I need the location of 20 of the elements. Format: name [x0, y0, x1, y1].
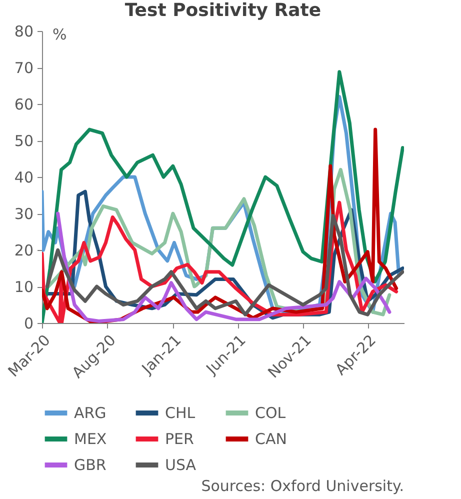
- legend-label: MEX: [74, 430, 107, 448]
- y-tick-label: 50: [14, 132, 34, 150]
- legend-label: COL: [255, 404, 286, 422]
- legend-label: PER: [165, 430, 194, 448]
- legend-label: ARG: [74, 404, 106, 422]
- chart-title: Test Positivity Rate: [124, 0, 322, 21]
- y-tick-label: 40: [14, 168, 34, 186]
- y-tick-label: 60: [14, 96, 34, 114]
- y-tick-label: 10: [14, 278, 34, 296]
- y-tick-label: 30: [14, 205, 34, 223]
- source-note: Sources: Oxford University.: [201, 477, 404, 495]
- y-axis-title: %: [52, 26, 67, 44]
- y-tick-label: 20: [14, 242, 34, 260]
- y-tick-label: 0: [24, 314, 34, 332]
- y-tick-label: 80: [14, 22, 34, 40]
- y-tick-label: 70: [14, 59, 34, 77]
- legend-label: GBR: [74, 456, 106, 474]
- legend-label: CHL: [165, 404, 196, 422]
- legend-label: USA: [165, 456, 197, 474]
- legend-label: CAN: [255, 430, 287, 448]
